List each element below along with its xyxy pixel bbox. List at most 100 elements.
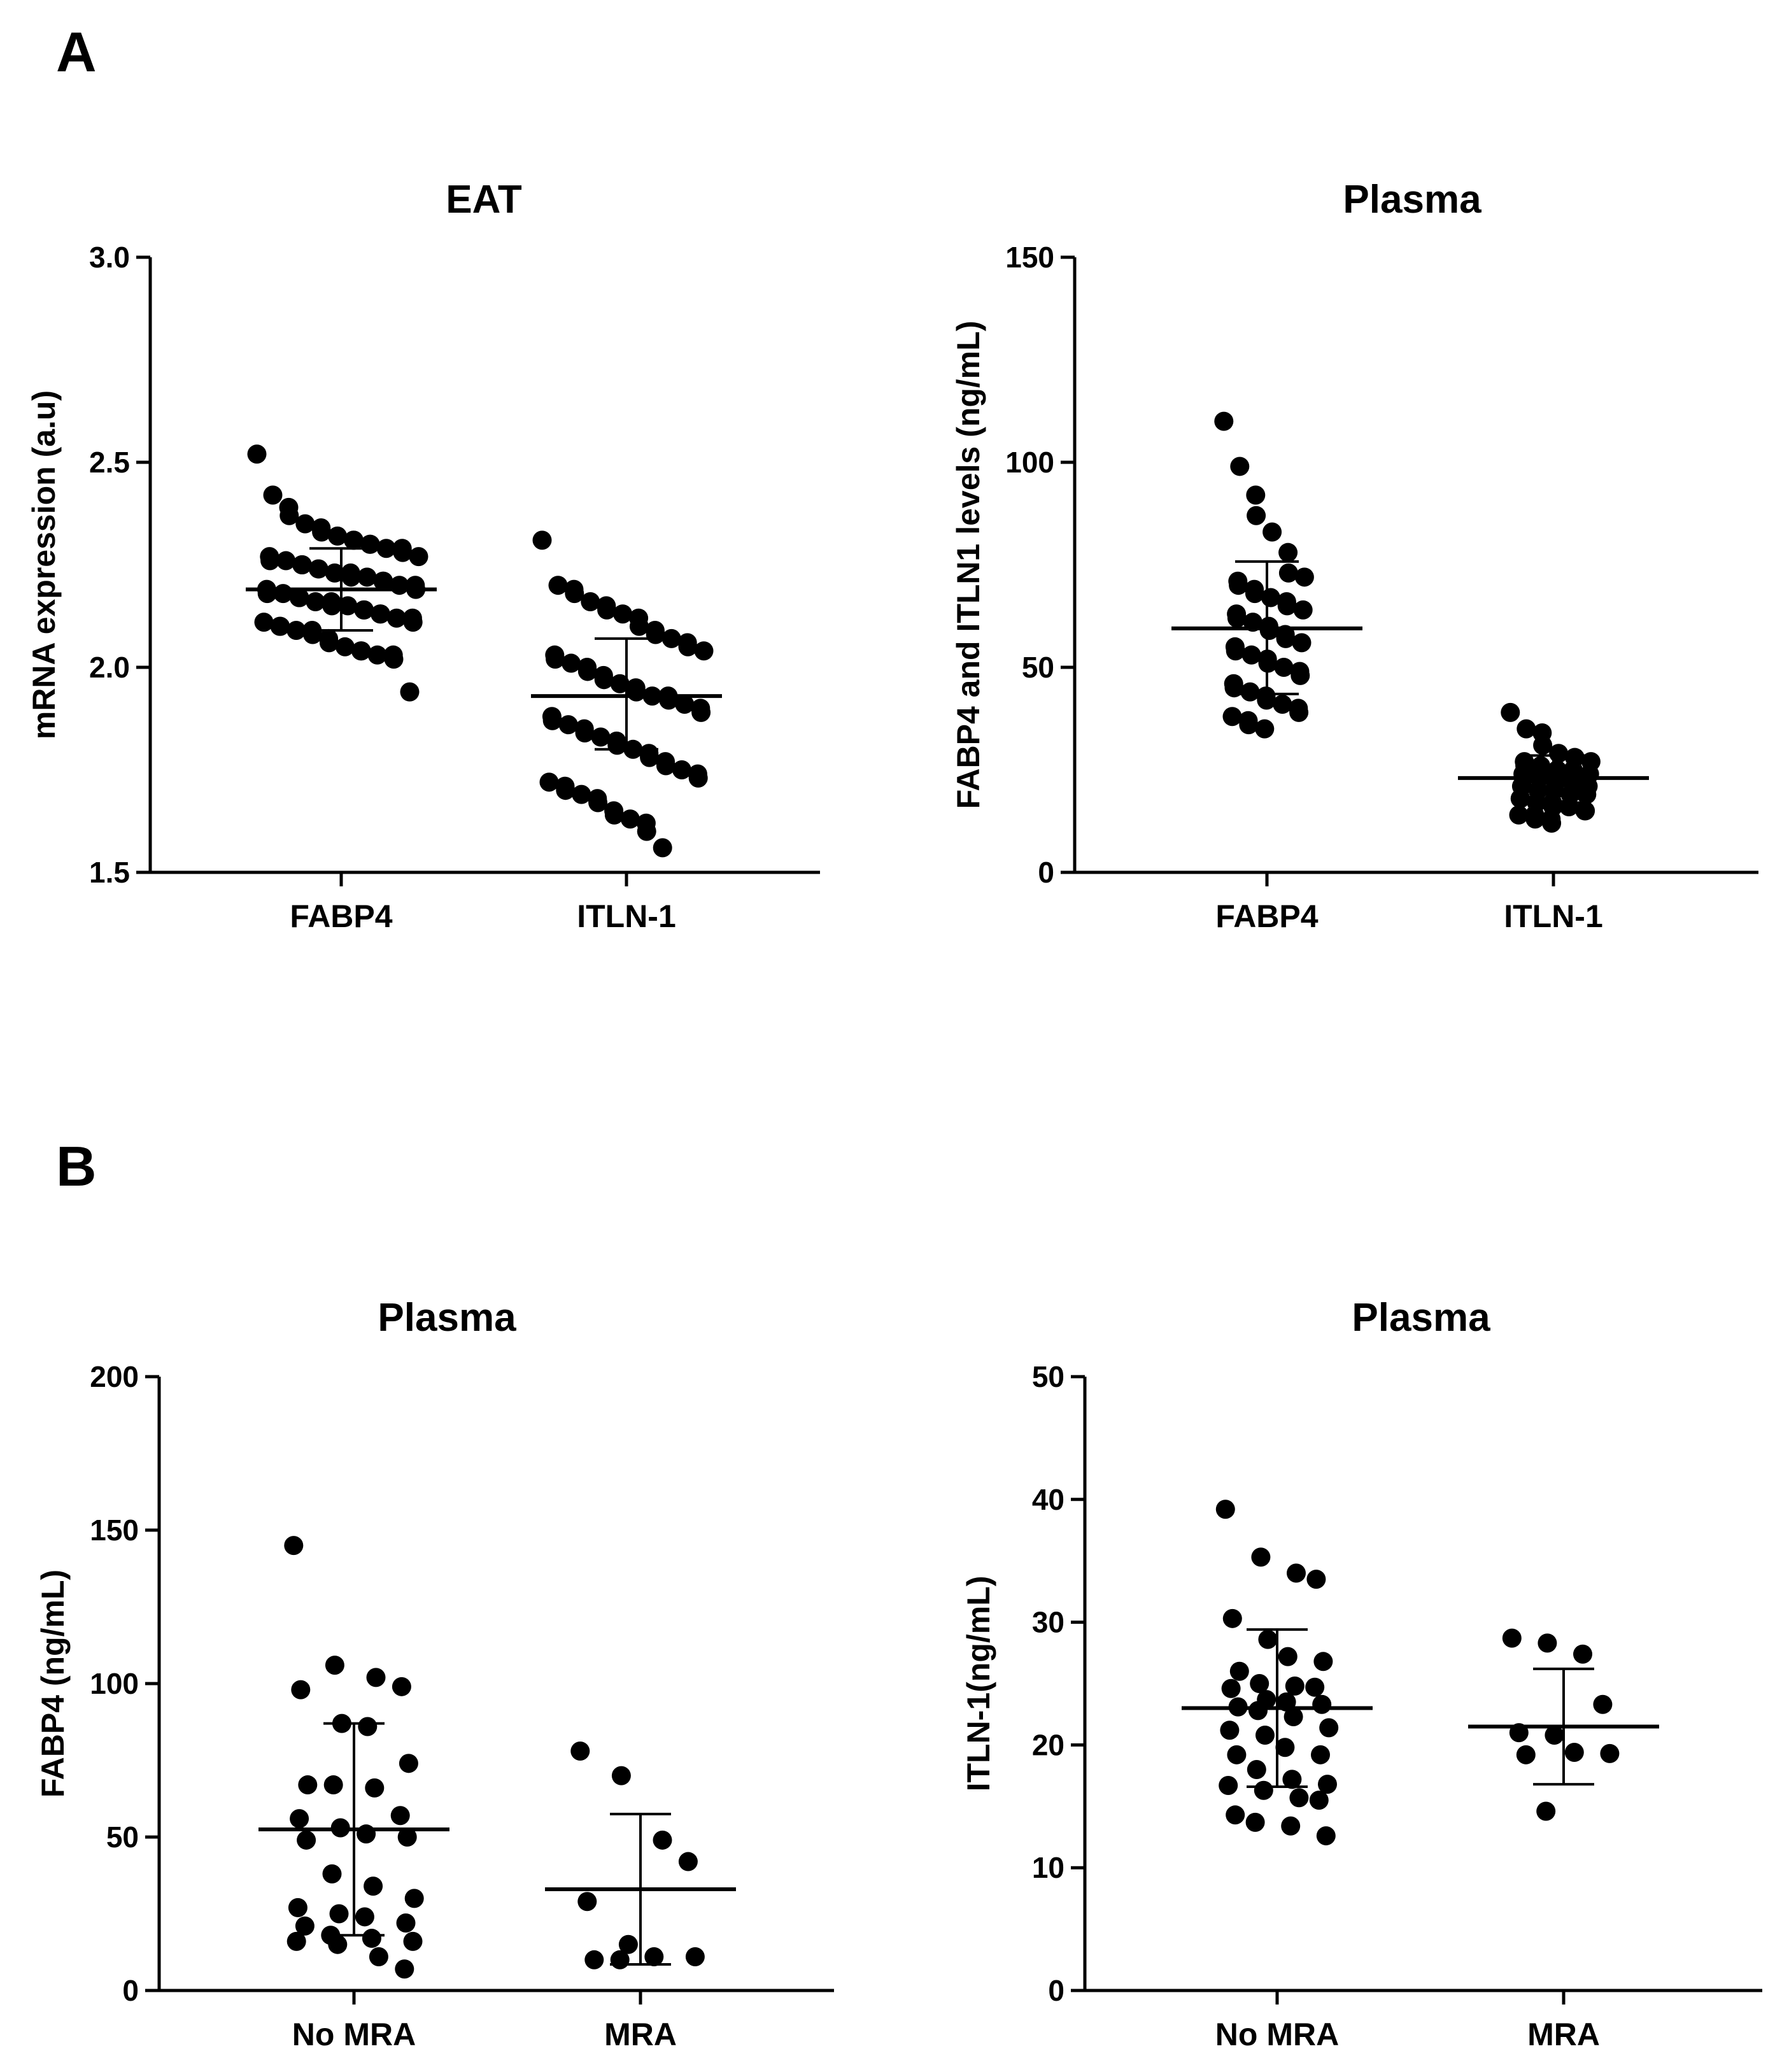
data-point [678,1852,698,1871]
data-point [254,613,274,632]
data-point [1219,1776,1238,1796]
data-point [290,1809,309,1829]
y-tick-label: 30 [1032,1606,1064,1639]
data-point [610,1950,630,1969]
data-point [325,563,344,583]
data-point [1306,1570,1326,1589]
data-point [1502,1628,1522,1648]
data-point [1214,411,1234,431]
eat-chart: EAT mRNA expression (a.u) 1.5 2.0 2.5 3.0 FABP… [26,178,820,934]
data-point [357,1824,376,1844]
data-point [403,1931,423,1951]
data-point [298,1775,318,1795]
data-point [548,576,568,595]
data-point [581,592,600,611]
y-tick-label: 50 [1032,1360,1064,1393]
data-point [1576,801,1595,821]
data-point [1538,1633,1557,1653]
data-point [1319,1718,1339,1738]
data-point [344,530,364,550]
data-point [1240,682,1260,702]
data-point [1525,809,1545,829]
data-point [1226,641,1245,661]
data-point [1573,1644,1592,1664]
data-point [288,1898,308,1917]
data-point [646,625,665,644]
data-point [577,1892,597,1912]
data-point [626,682,646,702]
data-point [1257,690,1276,710]
x-tick-label: No MRA [292,2017,416,2052]
data-point [366,1668,386,1687]
data-point [393,543,413,562]
data-point [273,584,293,604]
y-tick-label: 10 [1032,1851,1064,1884]
data-point [1248,1701,1268,1721]
data-point [653,838,672,858]
plasma-itln1-chart: Plasma ITLN-1(ng/mL) 0 10 20 30 40 50 No MRA MRA [961,1296,1762,2052]
y-tick-label: 200 [90,1360,139,1393]
data-point [358,1717,378,1736]
data-point [369,1947,388,1966]
data-point [292,555,312,574]
data-point [335,637,355,656]
data-point [678,637,698,656]
data-point [403,613,423,632]
data-point [1559,797,1579,816]
data-point [694,641,714,661]
chart-title: Plasma [1343,178,1482,222]
data-point [539,772,559,792]
data-point [312,522,332,542]
data-point [691,702,711,722]
data-point [644,1947,664,1966]
data-point [570,1742,590,1761]
x-tick-label: No MRA [1215,2017,1339,2052]
data-point [284,1536,304,1556]
data-point [1284,1707,1303,1727]
data-point [1222,1608,1242,1628]
data-point [374,571,393,591]
data-point [1533,735,1553,755]
chart-title: EAT [446,178,522,222]
data-point [395,1959,414,1979]
data-point [1258,1629,1278,1649]
data-point [404,1889,424,1908]
data-point [396,1913,416,1933]
data-point [1278,1647,1298,1666]
data-point [279,506,299,525]
data-point [661,628,681,648]
data-point [1289,702,1309,722]
y-tick-label: 0 [122,1974,139,2007]
chart-title: Plasma [378,1296,516,1340]
data-point [1285,1676,1305,1696]
data-point [1511,789,1531,809]
data-point [620,809,640,829]
data-point [1312,1694,1332,1714]
data-point [1517,719,1536,739]
data-point [672,760,691,779]
data-point [1287,1563,1306,1583]
data-point [1261,588,1280,607]
data-point [400,682,420,702]
data-point [1273,694,1292,714]
data-point [610,674,630,693]
data-point [291,1680,311,1699]
data-point [1311,1745,1330,1764]
data-point [399,1754,418,1773]
data-point [1291,665,1310,685]
data-point [575,723,595,743]
data-point [286,621,306,641]
y-tick-label: 100 [90,1667,139,1700]
y-tick-label: 1.5 [89,856,130,889]
data-point [618,1934,638,1954]
y-tick-label: 150 [1005,241,1054,274]
data-point [1292,633,1312,653]
data-point [303,625,323,644]
data-point [562,653,581,673]
data-point [1593,1694,1613,1714]
data-point [297,1830,316,1850]
data-point [1305,1677,1325,1697]
data-point [572,784,591,804]
data-point [1278,543,1298,562]
data-point [584,1950,604,1969]
